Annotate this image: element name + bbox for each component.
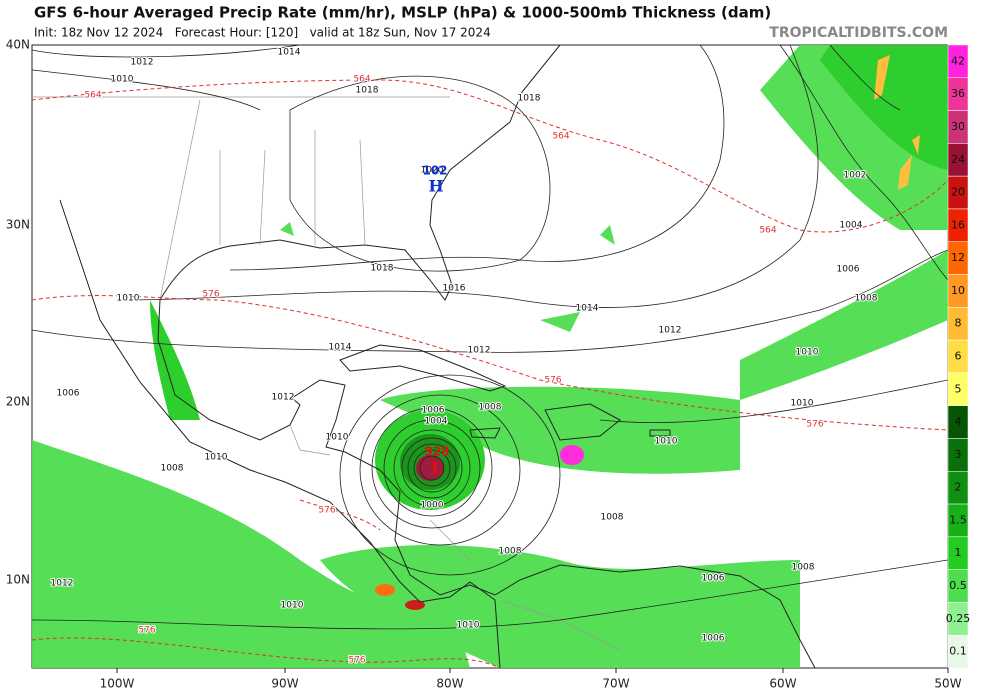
lon-label: 50W xyxy=(934,677,961,689)
colorbar-swatch xyxy=(947,634,969,669)
colorbar-label: 1 xyxy=(955,546,962,559)
isobar-label: 1008 xyxy=(479,403,502,413)
isobar-label: 1012 xyxy=(51,579,74,589)
thickness-label: 564 xyxy=(552,132,569,142)
colorbar-label: 1.5 xyxy=(949,513,967,526)
colorbar: 42 36 30 24 20 16 12 10 8 6 5 4 3 2 1.5 1 0.5 0.25 0.1 xyxy=(946,44,971,669)
isobar-label: 1006 xyxy=(702,574,725,584)
map xyxy=(31,44,949,669)
colorbar-label: 5 xyxy=(955,382,962,395)
isobar-label: 1014 xyxy=(329,343,352,353)
lon-label: 70W xyxy=(602,677,629,689)
thickness-label: 576 xyxy=(348,656,365,666)
colorbar-label: 4 xyxy=(955,415,962,428)
colorbar-label: 10 xyxy=(951,284,965,297)
thickness xyxy=(31,79,949,669)
colorbar-label: 36 xyxy=(951,87,965,100)
isobar-label: 1010 xyxy=(791,399,814,409)
isobar-label: 1010 xyxy=(205,453,228,463)
isobar-label: 1000 xyxy=(421,501,444,511)
colorbar-label: 2 xyxy=(955,481,962,494)
lon-label: 80W xyxy=(436,677,463,689)
isobar-label: 1014 xyxy=(278,48,301,58)
high-pressure: 102 xyxy=(422,164,447,178)
lat-label: 20N xyxy=(6,395,30,409)
isobar-label: 1004 xyxy=(425,417,448,427)
thickness-label: 576 xyxy=(806,420,823,430)
thickness-label: 576 xyxy=(138,626,155,636)
low-pressure: 928 xyxy=(424,445,449,459)
isobar-label: 1002 xyxy=(844,171,867,181)
thickness-label: 564 xyxy=(84,91,101,101)
thickness-label: 576 xyxy=(318,506,335,516)
lat-label: 30N xyxy=(6,218,30,232)
islands xyxy=(469,403,671,441)
precip xyxy=(32,45,948,668)
colorbar-label: 24 xyxy=(951,153,965,166)
isobar-label: 1006 xyxy=(57,389,80,399)
isobar-label: 1010 xyxy=(281,601,304,611)
isobar-label: 1008 xyxy=(161,464,184,474)
colorbar-label: 3 xyxy=(955,448,962,461)
isobar-label: 1006 xyxy=(837,265,860,275)
cuba xyxy=(339,344,507,392)
colorbar-label: 0.1 xyxy=(949,645,967,658)
lon-label: 100W xyxy=(100,677,135,689)
coastline xyxy=(157,299,816,669)
high-symbol: H xyxy=(428,177,443,196)
isobar-label: 1006 xyxy=(422,406,445,416)
isobar-label: 1008 xyxy=(499,547,522,557)
thickness-label: 576 xyxy=(544,376,561,386)
lat-label: 10N xyxy=(6,573,30,587)
isobar-label: 1010 xyxy=(655,437,678,447)
coastline xyxy=(59,199,501,669)
isobar-label: 1010 xyxy=(326,433,349,443)
colorbar-label: 20 xyxy=(951,186,965,199)
isobar-label: 1004 xyxy=(840,221,863,231)
isobar-label: 1012 xyxy=(468,346,491,356)
isobar-label: 1018 xyxy=(518,94,541,104)
isobar-label: 1006 xyxy=(702,634,725,644)
subtitle: Init: 18z Nov 12 2024 Forecast Hour: [12… xyxy=(34,26,491,40)
isobars xyxy=(31,44,949,630)
thickness-label: 564 xyxy=(353,75,370,85)
isobar-label: 1010 xyxy=(117,294,140,304)
lat-label: 40N xyxy=(6,38,30,52)
isobar-label: 1020 xyxy=(421,166,444,176)
isobar-label: 1008 xyxy=(855,294,878,304)
colorbar-label: 0.5 xyxy=(949,579,967,592)
isobar-label: 1012 xyxy=(131,58,154,68)
colorbar-label: 0.25 xyxy=(946,612,971,625)
coastline xyxy=(159,44,561,301)
thickness-label: 576 xyxy=(202,290,219,300)
isobar-label: 1010 xyxy=(796,348,819,358)
colorbar-label: 8 xyxy=(955,317,962,330)
lon-label: 90W xyxy=(271,677,298,689)
isobar-label: 1012 xyxy=(272,393,295,403)
isobar-label: 1016 xyxy=(443,284,466,294)
isobar-label: 1008 xyxy=(792,563,815,573)
credit: TROPICALTIDBITS.COM xyxy=(769,25,948,41)
isobar-label: 1008 xyxy=(601,513,624,523)
isobar-label: 1012 xyxy=(659,326,682,336)
low-symbol: L xyxy=(431,459,442,478)
colorbar-label: 30 xyxy=(951,120,965,133)
lon-label: 60W xyxy=(769,677,796,689)
isobar-label: 1018 xyxy=(371,264,394,274)
thickness-label: 564 xyxy=(759,226,776,236)
isobar-label: 1010 xyxy=(111,75,134,85)
isobar-label: 1014 xyxy=(576,304,599,314)
colorbar-label: 42 xyxy=(951,54,965,67)
title: GFS 6-hour Averaged Precip Rate (mm/hr),… xyxy=(34,4,771,22)
colorbar-label: 16 xyxy=(951,218,965,231)
colorbar-label: 6 xyxy=(955,350,962,363)
isobar-label: 1010 xyxy=(457,621,480,631)
colorbar-label: 12 xyxy=(951,251,965,264)
isobar-label: 1018 xyxy=(356,86,379,96)
